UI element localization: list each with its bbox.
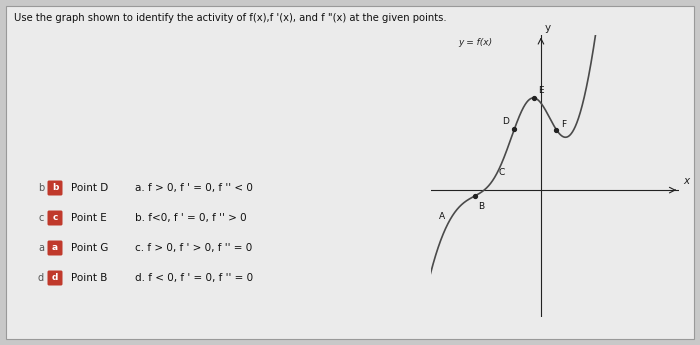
Text: F: F <box>561 120 566 129</box>
FancyBboxPatch shape <box>48 210 62 226</box>
Text: a. f > 0, f ' = 0, f '' < 0: a. f > 0, f ' = 0, f '' < 0 <box>135 183 253 193</box>
Text: c: c <box>52 214 57 223</box>
Text: c: c <box>38 213 43 223</box>
Text: D: D <box>503 117 509 126</box>
Text: x: x <box>683 176 689 186</box>
Text: d: d <box>38 273 44 283</box>
Text: b: b <box>38 183 44 193</box>
FancyBboxPatch shape <box>6 6 694 339</box>
Text: a: a <box>38 243 44 253</box>
Text: y: y <box>545 23 550 33</box>
Text: E: E <box>538 87 544 96</box>
FancyBboxPatch shape <box>48 240 62 256</box>
Text: d: d <box>52 274 58 283</box>
Text: d. f < 0, f ' = 0, f '' = 0: d. f < 0, f ' = 0, f '' = 0 <box>135 273 253 283</box>
Text: c. f > 0, f ' > 0, f '' = 0: c. f > 0, f ' > 0, f '' = 0 <box>135 243 252 253</box>
Text: Point G: Point G <box>71 243 108 253</box>
FancyBboxPatch shape <box>48 270 62 286</box>
Text: a: a <box>52 244 58 253</box>
Text: b. f<0, f ' = 0, f '' > 0: b. f<0, f ' = 0, f '' > 0 <box>135 213 246 223</box>
Text: A: A <box>439 213 445 221</box>
Text: Use the graph shown to identify the activity of f(x),f '(x), and f "(x) at the g: Use the graph shown to identify the acti… <box>14 13 447 23</box>
Text: y = f(x): y = f(x) <box>458 38 492 47</box>
Text: Point B: Point B <box>71 273 107 283</box>
Text: Point D: Point D <box>71 183 108 193</box>
Text: b: b <box>52 184 58 193</box>
Text: B: B <box>478 202 484 211</box>
Text: Point E: Point E <box>71 213 106 223</box>
FancyBboxPatch shape <box>48 180 62 196</box>
Text: C: C <box>499 168 505 177</box>
